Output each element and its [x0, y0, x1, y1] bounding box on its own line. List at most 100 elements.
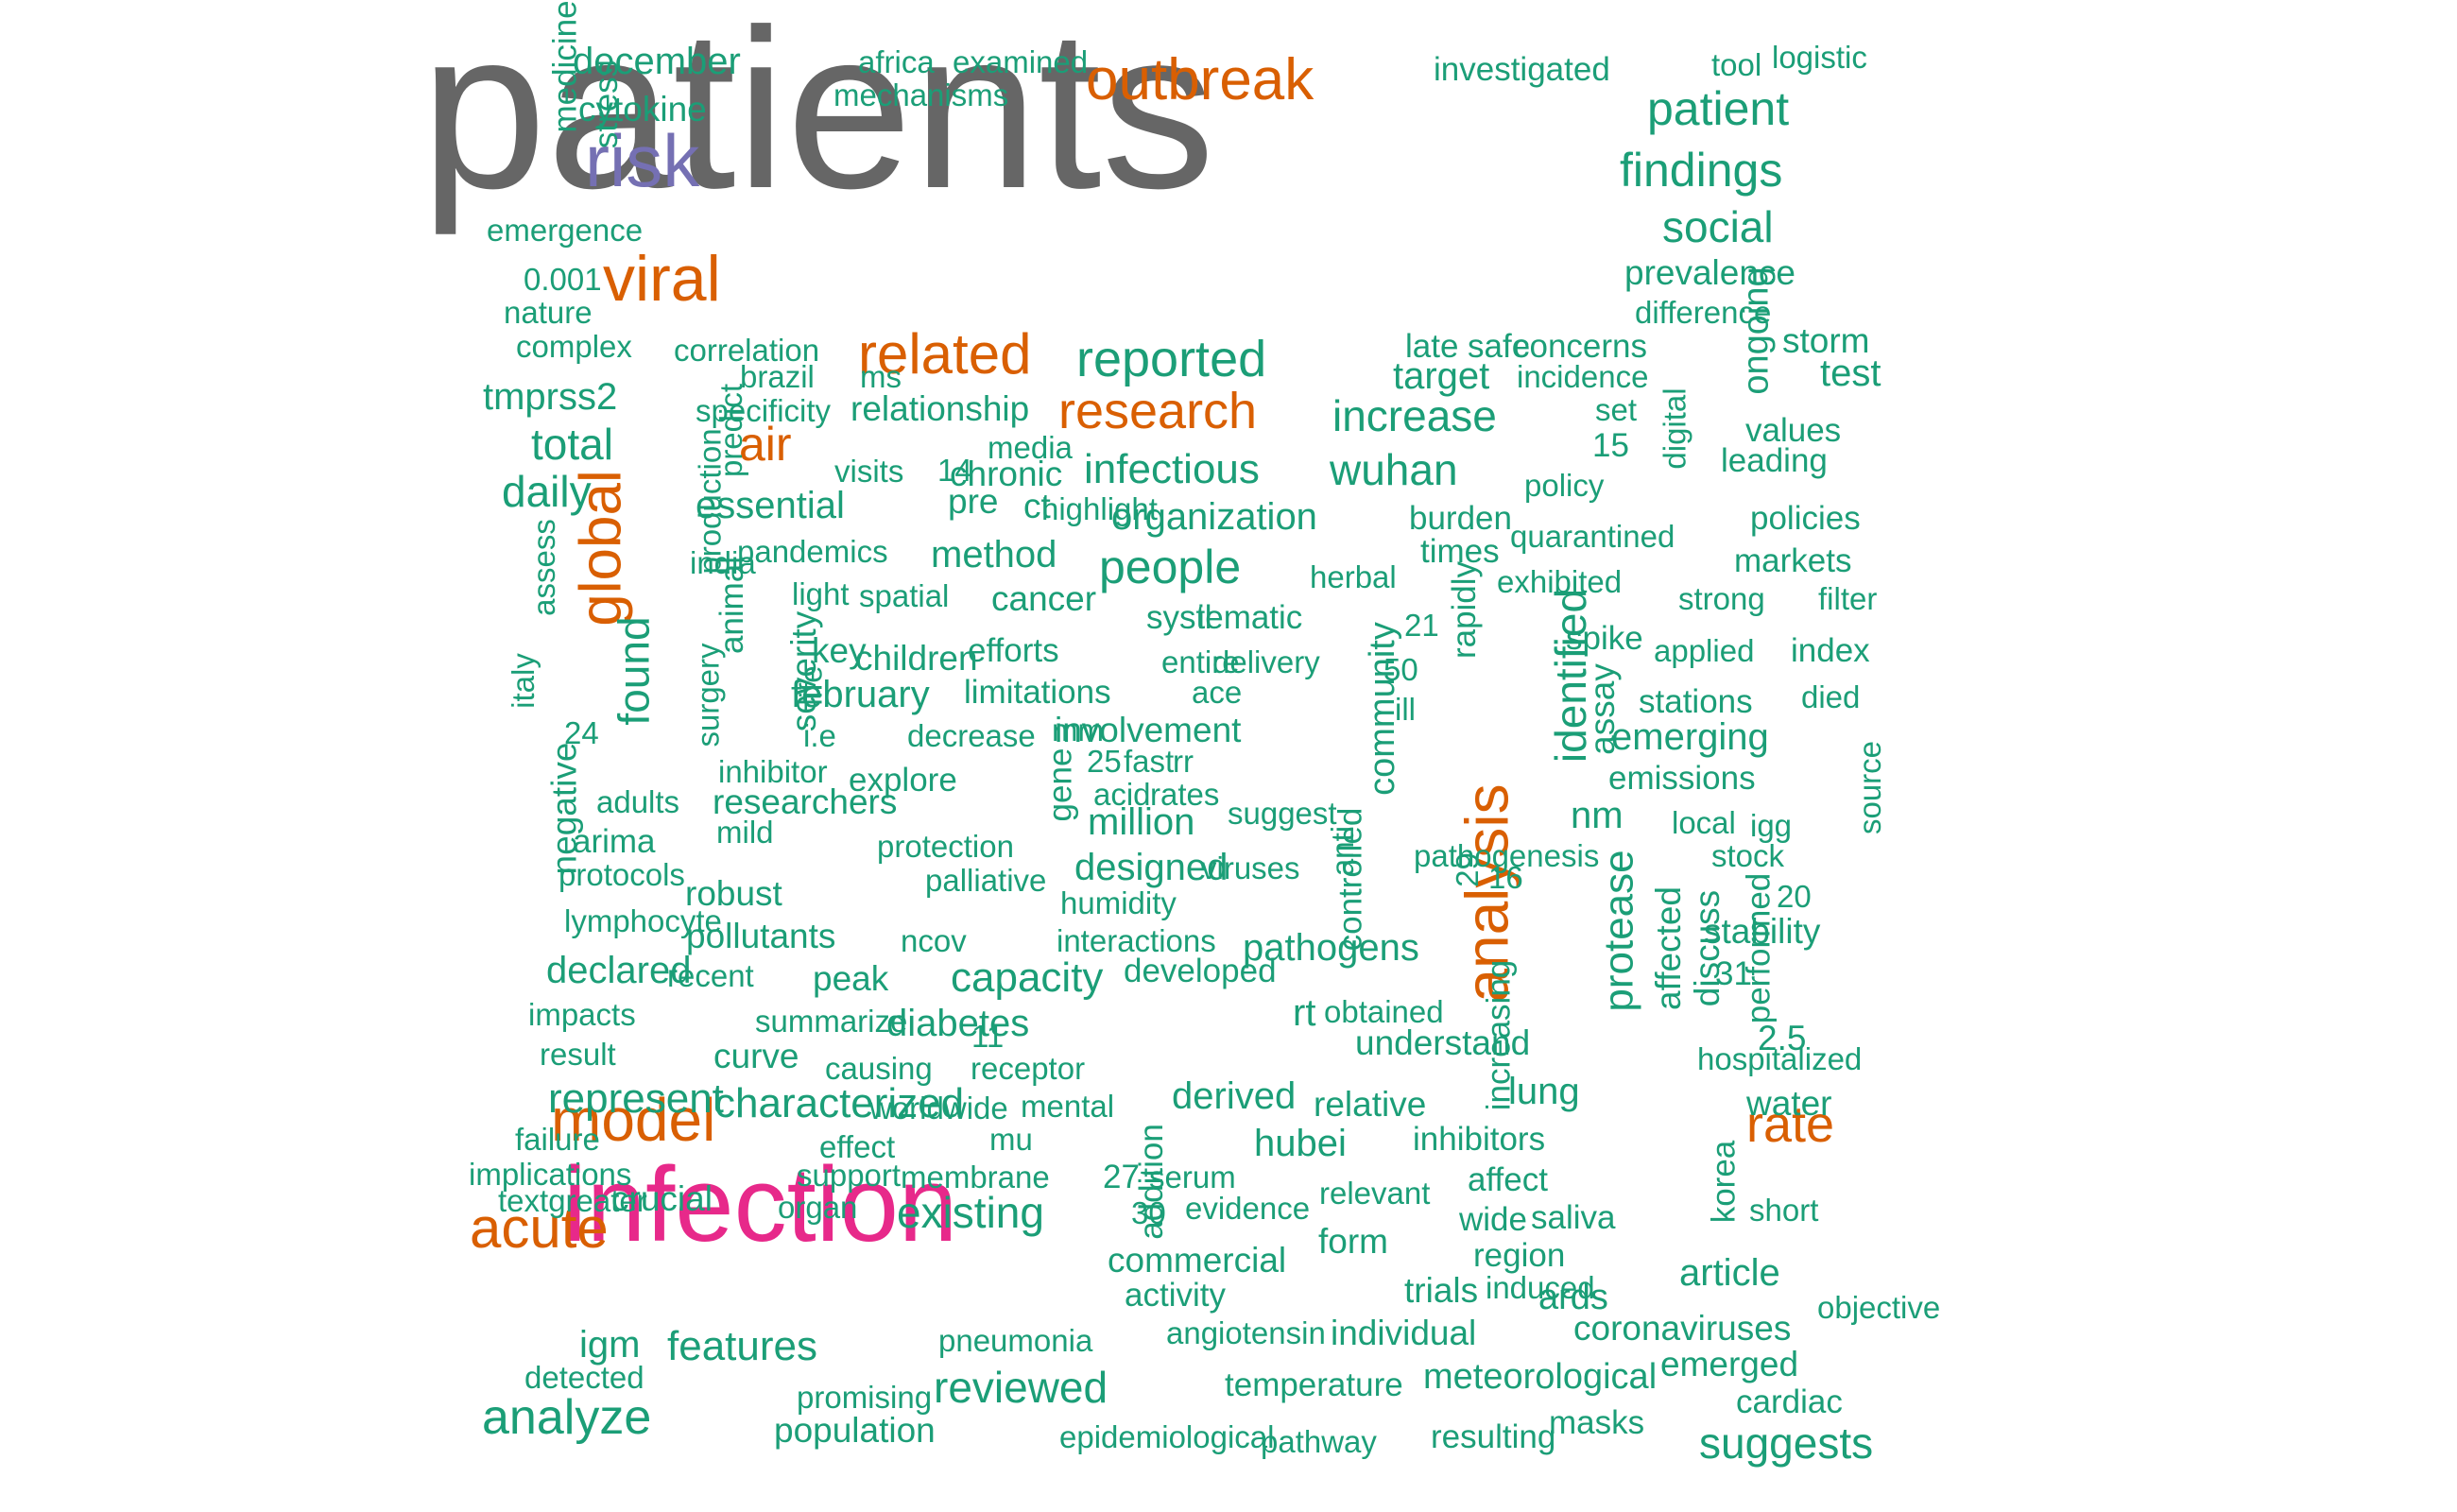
word-surgery: surgery: [690, 643, 726, 747]
word-represent: represent: [548, 1075, 724, 1122]
word-viral: viral: [603, 243, 721, 315]
word-researchers: researchers: [713, 782, 898, 821]
word-25: 25: [1087, 744, 1122, 779]
word-test: test: [1820, 352, 1881, 394]
word-patient: patient: [1647, 82, 1790, 135]
word-suggests: suggests: [1699, 1418, 1874, 1468]
word-logistic: logistic: [1772, 40, 1867, 75]
word-medicine: medicine: [546, 0, 584, 133]
word-systematic: systematic: [1146, 599, 1303, 636]
word-ongoing: ongoing: [1736, 266, 1777, 395]
word-tmprss2: tmprss2: [483, 376, 618, 418]
word-assess: assess: [525, 519, 561, 616]
word-pollutants: pollutants: [686, 917, 836, 955]
word-individual: individual: [1331, 1314, 1477, 1352]
word-protease: protease: [1595, 850, 1642, 1012]
word-obtained: obtained: [1324, 994, 1444, 1029]
word-prevalence: prevalence: [1624, 253, 1796, 292]
word-capacity: capacity: [951, 954, 1104, 1001]
word-suggest: suggest: [1228, 796, 1337, 831]
word-causing: causing: [825, 1051, 933, 1086]
word-italy: italy: [505, 653, 541, 709]
word-nm: nm: [1571, 795, 1624, 836]
word-found: found: [609, 616, 659, 726]
word-declared: declared: [546, 950, 692, 991]
word-fast: fast: [1124, 744, 1175, 779]
word-findings: findings: [1620, 144, 1783, 197]
word-peak: peak: [813, 959, 889, 998]
word-textgreater: textgreater: [498, 1183, 647, 1218]
word-lymphocyte: lymphocyte: [564, 903, 722, 938]
word-patients: patients: [421, 0, 1215, 235]
word-result: result: [540, 1037, 616, 1072]
word-summarize: summarize: [755, 1004, 908, 1039]
word-organ: organ: [778, 1190, 858, 1225]
word-implications: implications: [469, 1157, 632, 1192]
word-media: media: [988, 430, 1073, 465]
word-viruses: viruses: [1201, 850, 1300, 885]
word-applied: applied: [1654, 633, 1755, 668]
word-hospitalized: hospitalized: [1697, 1041, 1863, 1076]
word-temperature: temperature: [1225, 1366, 1403, 1403]
word-total: total: [531, 420, 613, 469]
word-december: december: [573, 41, 741, 82]
word-explore: explore: [849, 762, 957, 799]
word-burden: burden: [1409, 500, 1512, 537]
word-mild: mild: [716, 815, 774, 850]
word-detected: detected: [524, 1360, 644, 1395]
word-mental: mental: [1021, 1089, 1115, 1124]
word-21: 21: [1404, 608, 1439, 643]
word-million: million: [1088, 801, 1195, 843]
word-values: values: [1745, 412, 1842, 449]
word-efforts: efforts: [968, 632, 1059, 669]
word-acid: acid: [1093, 777, 1151, 812]
word-recent: recent: [667, 958, 754, 993]
word-africa: africa: [858, 44, 935, 79]
word-specificity: specificity: [696, 393, 832, 428]
word-activity: activity: [1125, 1277, 1226, 1314]
word-difference: difference: [1635, 295, 1772, 330]
word-died: died: [1801, 679, 1861, 714]
word-delivery: delivery: [1212, 644, 1320, 679]
word-existing: existing: [897, 1188, 1044, 1237]
word-storm: storm: [1782, 321, 1870, 360]
word-ards: ards: [1538, 1278, 1608, 1317]
word-people: people: [1099, 541, 1242, 593]
word-30: 30: [1131, 1195, 1166, 1230]
word-pandemics: pandemics: [737, 534, 888, 569]
word-effect: effect: [819, 1129, 896, 1164]
word-masks: masks: [1549, 1404, 1645, 1441]
word-pathogens: pathogens: [1243, 927, 1419, 969]
word-ill: ill: [1395, 692, 1416, 727]
word-set: set: [1595, 392, 1638, 427]
word-mm: mm: [1052, 713, 1104, 747]
word-emissions: emissions: [1608, 760, 1756, 797]
word-receptor: receptor: [971, 1051, 1086, 1086]
word-key: key: [812, 631, 867, 670]
word-emerged: emerged: [1660, 1345, 1799, 1383]
word-stability: stability: [1704, 912, 1821, 951]
word-brazil: brazil: [740, 359, 815, 394]
word-anti: anti: [1325, 825, 1361, 877]
word-understand: understand: [1355, 1023, 1531, 1062]
word-stock: stock: [1711, 838, 1785, 873]
word-objective: objective: [1817, 1290, 1941, 1325]
word-adults: adults: [596, 784, 680, 819]
word-nature: nature: [504, 295, 593, 330]
word-igg: igg: [1750, 808, 1793, 843]
word-exhibited: exhibited: [1497, 564, 1623, 599]
word-20: 20: [1777, 879, 1812, 914]
word-lung: lung: [1508, 1071, 1580, 1112]
word-crucial: crucial: [611, 1179, 713, 1218]
word-affect: affect: [1468, 1161, 1548, 1198]
word-meteorological: meteorological: [1423, 1357, 1658, 1397]
word-ncov: ncov: [901, 923, 967, 958]
word-evidence: evidence: [1185, 1191, 1311, 1226]
word-relationship: relationship: [850, 389, 1030, 428]
word-infection: infection: [563, 1145, 958, 1263]
word-policy: policy: [1524, 468, 1605, 503]
word-rates: rates: [1150, 777, 1220, 812]
word-trials: trials: [1404, 1271, 1479, 1310]
word-rt: rt: [1293, 992, 1316, 1034]
